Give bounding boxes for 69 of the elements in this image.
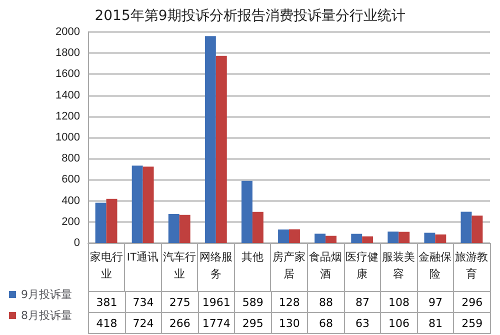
bar bbox=[106, 198, 118, 243]
bar bbox=[388, 232, 399, 243]
x-tick-label: 服装美容 bbox=[382, 250, 416, 280]
bar bbox=[460, 212, 472, 243]
data-label: 106 bbox=[380, 312, 418, 334]
data-label: 108 bbox=[380, 292, 418, 312]
data-label: 81 bbox=[417, 312, 454, 334]
x-tick-label: 汽车行业 bbox=[162, 250, 196, 280]
data-label: 418 bbox=[88, 312, 126, 334]
bar bbox=[435, 234, 446, 243]
x-tick-label: 家电行业 bbox=[90, 250, 123, 280]
y-tick-label: 400 bbox=[62, 194, 80, 207]
x-tick-label: 食品烟酒 bbox=[309, 252, 342, 280]
bar bbox=[179, 214, 190, 243]
data-label: 1774 bbox=[198, 312, 235, 334]
bar bbox=[351, 234, 362, 243]
data-label: 63 bbox=[344, 312, 381, 334]
bar bbox=[252, 212, 264, 243]
data-label: 68 bbox=[308, 312, 344, 334]
y-tick-label: 1400 bbox=[56, 89, 80, 102]
bar bbox=[216, 56, 227, 243]
x-tick-label: IT通讯 bbox=[126, 250, 159, 264]
data-label: 381 bbox=[88, 292, 126, 312]
bar bbox=[95, 202, 106, 243]
data-label: 734 bbox=[125, 292, 162, 312]
y-tick-label: 600 bbox=[62, 174, 80, 186]
bar bbox=[241, 180, 252, 243]
data-label: 130 bbox=[271, 312, 308, 334]
bar bbox=[168, 214, 180, 243]
data-label: 266 bbox=[162, 312, 198, 334]
bar bbox=[132, 166, 143, 243]
y-tick-label: 1800 bbox=[56, 47, 80, 60]
data-label: 87 bbox=[344, 292, 381, 312]
data-label: 275 bbox=[162, 292, 198, 312]
y-tick-label: 1200 bbox=[56, 110, 80, 122]
bar bbox=[326, 236, 337, 243]
data-label: 97 bbox=[417, 292, 454, 312]
x-tick-label: 医疗健康 bbox=[346, 250, 379, 280]
y-tick-label: 800 bbox=[62, 152, 80, 165]
y-tick-label: 1000 bbox=[56, 132, 80, 144]
legend-label: 9月投诉量 bbox=[21, 288, 72, 301]
x-tick-label: 金融保险 bbox=[418, 252, 452, 280]
data-label: 724 bbox=[125, 312, 162, 334]
bar bbox=[424, 232, 436, 243]
data-label: 128 bbox=[271, 292, 308, 312]
bar bbox=[204, 36, 216, 243]
data-label: 589 bbox=[234, 292, 272, 312]
bar bbox=[362, 236, 374, 243]
data-label: 295 bbox=[234, 312, 272, 334]
y-tick-label: 0 bbox=[74, 237, 80, 249]
bar bbox=[142, 166, 154, 243]
bar bbox=[278, 229, 289, 243]
x-tick-label: 房产家居 bbox=[272, 250, 306, 280]
data-label: 88 bbox=[308, 292, 344, 312]
bar bbox=[289, 229, 300, 243]
bar bbox=[314, 234, 326, 243]
x-tick-label: 旅游教育 bbox=[455, 250, 488, 280]
y-tick-label: 2000 bbox=[56, 26, 80, 38]
x-tick-label: 其他 bbox=[241, 250, 264, 264]
y-tick-label: 200 bbox=[62, 216, 80, 228]
data-label: 1961 bbox=[198, 292, 235, 312]
bar bbox=[472, 216, 483, 243]
x-tick-label: 网络服务 bbox=[199, 252, 232, 280]
bar bbox=[398, 232, 410, 243]
data-label: 259 bbox=[454, 312, 490, 334]
y-tick-label: 1600 bbox=[56, 68, 80, 80]
legend-label: 8月投诉量 bbox=[21, 309, 72, 322]
chart-title: 2015年第9期投诉分析报告消费投诉量分行业统计 bbox=[94, 8, 406, 24]
data-label: 296 bbox=[454, 292, 490, 312]
